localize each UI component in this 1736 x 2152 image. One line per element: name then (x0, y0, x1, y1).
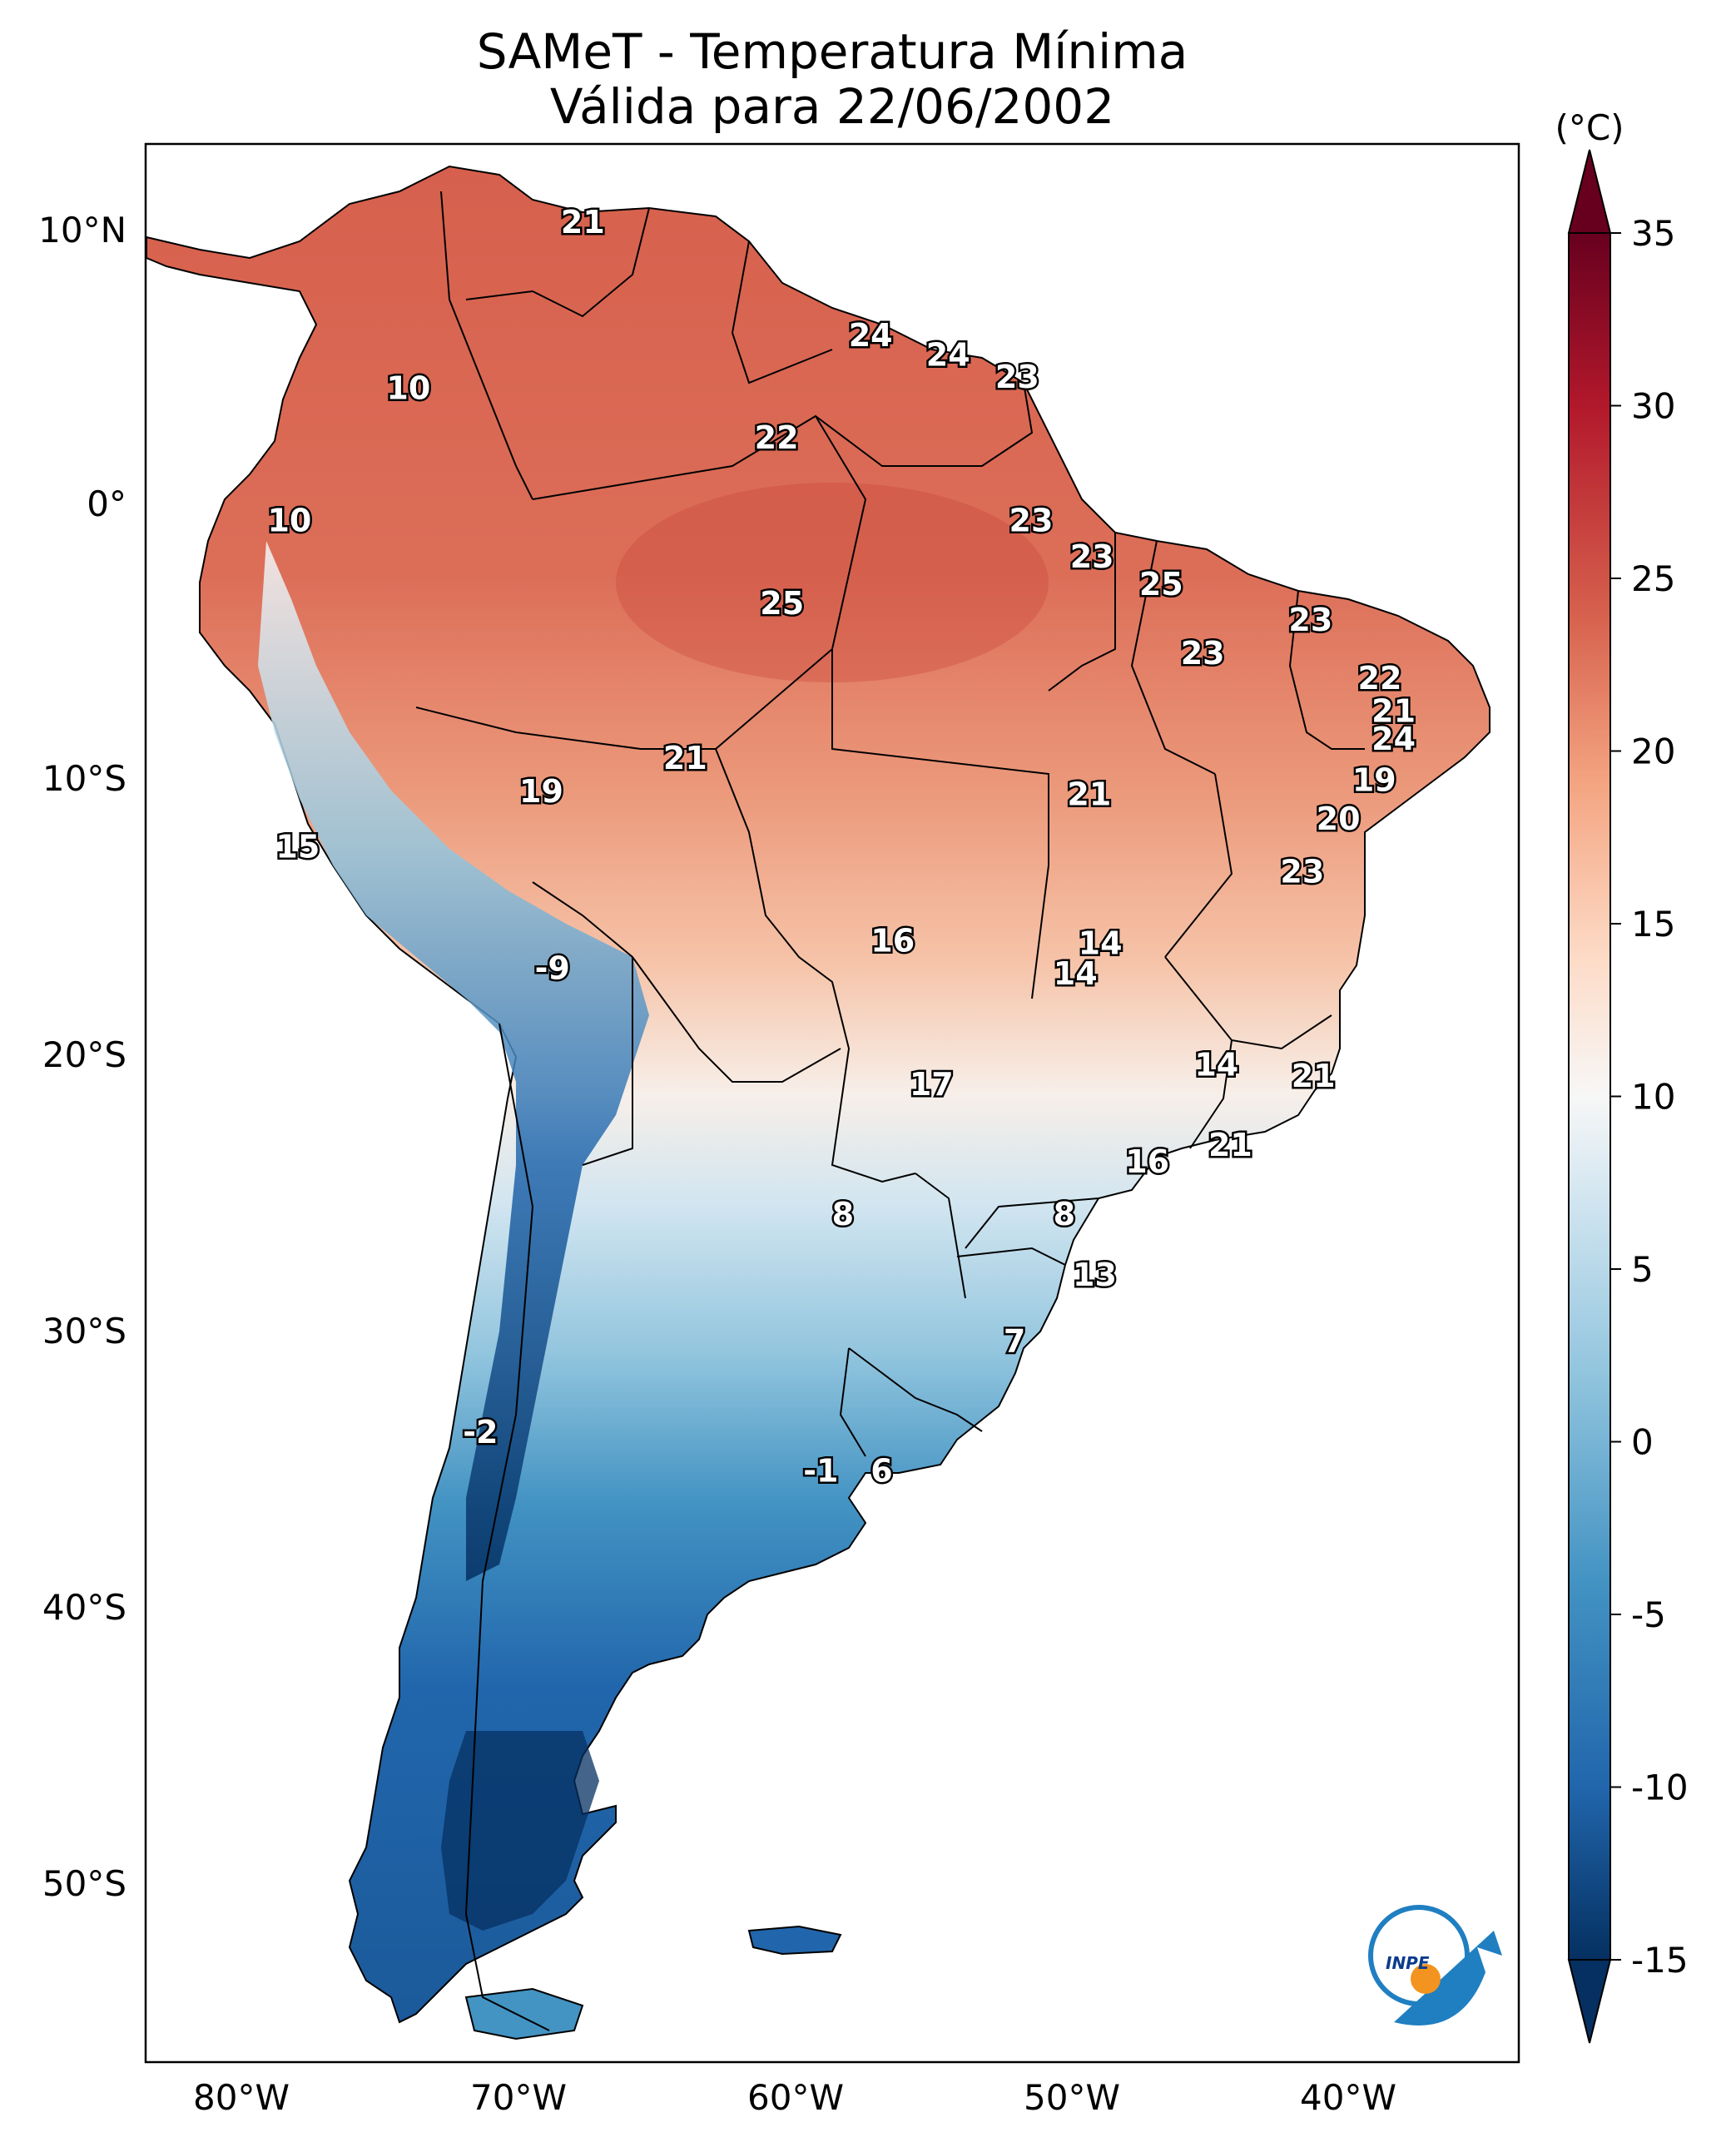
temperature-value-label: 21 (561, 204, 605, 240)
lat-tick-label: 50°S (42, 1863, 126, 1904)
amazon-warm-region (616, 483, 1049, 682)
colorbar-tick-label: -15 (1631, 1940, 1689, 1981)
colorbar-tick-label: 5 (1631, 1249, 1654, 1290)
temperature-value-label: 17 (910, 1066, 954, 1103)
colorbar-gradient (1568, 232, 1611, 1961)
temperature-value-label: 16 (870, 922, 915, 959)
temperature-value-label: 20 (1317, 801, 1361, 837)
temperature-value-label: -1 (803, 1453, 838, 1490)
temperature-value-label: 23 (995, 359, 1039, 395)
chart-subtitle: Válida para 22/06/2002 (549, 78, 1115, 135)
temperature-value-label: 21 (1371, 693, 1416, 730)
temperature-value-label: 24 (849, 317, 893, 354)
temperature-value-label: 6 (870, 1453, 892, 1490)
temperature-value-label: 19 (1352, 762, 1396, 799)
temperature-value-label: 25 (760, 585, 804, 622)
temperature-value-label: 23 (1070, 538, 1114, 575)
colorbar-tick-label: 25 (1631, 558, 1675, 599)
patagonia-cold-region (441, 1731, 599, 1931)
colorbar: (°C) 35 30 25 20 15 10 5 0 -5 -10 -15 (1555, 107, 1689, 2044)
temperature-value-label: 23 (1280, 853, 1324, 890)
temperature-value-label: 23 (1009, 503, 1054, 539)
temperature-value-label: 23 (1181, 635, 1225, 672)
colorbar-tick-label: 20 (1631, 731, 1675, 772)
andes-cold-region (258, 541, 649, 1581)
colorbar-tick-label: 0 (1631, 1422, 1654, 1463)
temperature-value-label: -2 (463, 1414, 498, 1450)
colorbar-tick-label: 30 (1631, 386, 1675, 427)
temperature-value-label: 14 (1194, 1047, 1238, 1083)
temperature-value-label: 10 (386, 369, 430, 406)
temperature-value-label: 24 (926, 336, 970, 373)
chart-title: SAMeT - Temperatura Mínima (476, 23, 1188, 80)
colorbar-tick-label: -5 (1631, 1594, 1666, 1635)
lat-tick-label: 0° (87, 483, 126, 524)
colorbar-min-arrow (1567, 1959, 1612, 2044)
temperature-value-label: 8 (832, 1196, 854, 1232)
temperature-value-label: 16 (1125, 1143, 1169, 1180)
latitude-axis: 10°N 0° 10°S 20°S 30°S 40°S 50°S (38, 210, 126, 1904)
temperature-value-label: 23 (1288, 602, 1332, 638)
longitude-axis: 80°W 70°W 60°W 50°W 40°W (193, 2077, 1396, 2118)
temperature-value-label: 21 (1208, 1127, 1252, 1163)
lon-tick-label: 50°W (1024, 2077, 1120, 2118)
map-axes-frame (144, 142, 1520, 2064)
temperature-value-label: 10 (267, 503, 311, 539)
colorbar-max-arrow (1567, 149, 1612, 234)
temperature-value-label: 15 (275, 828, 320, 865)
temperature-value-label: 19 (519, 773, 563, 810)
colorbar-tick-label: 10 (1631, 1077, 1675, 1118)
temperature-value-label: 24 (1371, 721, 1416, 757)
temperature-value-label: 25 (1139, 566, 1183, 602)
lat-tick-label: 40°S (42, 1587, 126, 1628)
temperature-value-label: 14 (1054, 955, 1098, 992)
inpe-logo-text: INPE (1386, 1953, 1430, 1973)
colorbar-tick-label: 35 (1631, 213, 1675, 254)
temperature-value-label: 14 (1079, 925, 1123, 962)
lon-tick-label: 40°W (1300, 2077, 1396, 2118)
temperature-value-label: 8 (1054, 1196, 1075, 1232)
lat-tick-label: 20°S (42, 1034, 126, 1075)
lon-tick-label: 60°W (747, 2077, 844, 2118)
country-borders (415, 191, 1365, 2031)
lat-tick-label: 10°S (42, 758, 126, 799)
lon-tick-label: 80°W (193, 2077, 290, 2118)
temperature-value-label: 13 (1073, 1257, 1117, 1293)
colorbar-tick-label: -10 (1631, 1768, 1689, 1808)
colorbar-tick-label: 15 (1631, 904, 1675, 945)
inpe-logo-arrow (1394, 1931, 1502, 2026)
temperature-value-label: -9 (535, 950, 570, 986)
lat-tick-label: 30°S (42, 1311, 126, 1351)
temperature-value-label: 21 (663, 740, 707, 776)
temperature-value-label: 21 (1067, 776, 1111, 812)
temperature-value-label: 22 (755, 419, 799, 456)
temperature-value-label: 22 (1358, 660, 1402, 697)
colorbar-ticks: 35 30 25 20 15 10 5 0 -5 -10 -15 (1610, 213, 1689, 1981)
inpe-logo-sun (1411, 1964, 1441, 1994)
lon-tick-label: 70°W (470, 2077, 567, 2118)
temperature-value-label: 21 (1292, 1058, 1336, 1094)
temperature-value-label: 7 (1004, 1323, 1025, 1360)
colorbar-unit: (°C) (1555, 107, 1624, 148)
inpe-logo: INPE (1368, 1905, 1502, 2026)
lat-tick-label: 10°N (38, 210, 126, 250)
tierra-del-fuego (464, 1987, 584, 2040)
falkland-islands (747, 1925, 842, 1956)
